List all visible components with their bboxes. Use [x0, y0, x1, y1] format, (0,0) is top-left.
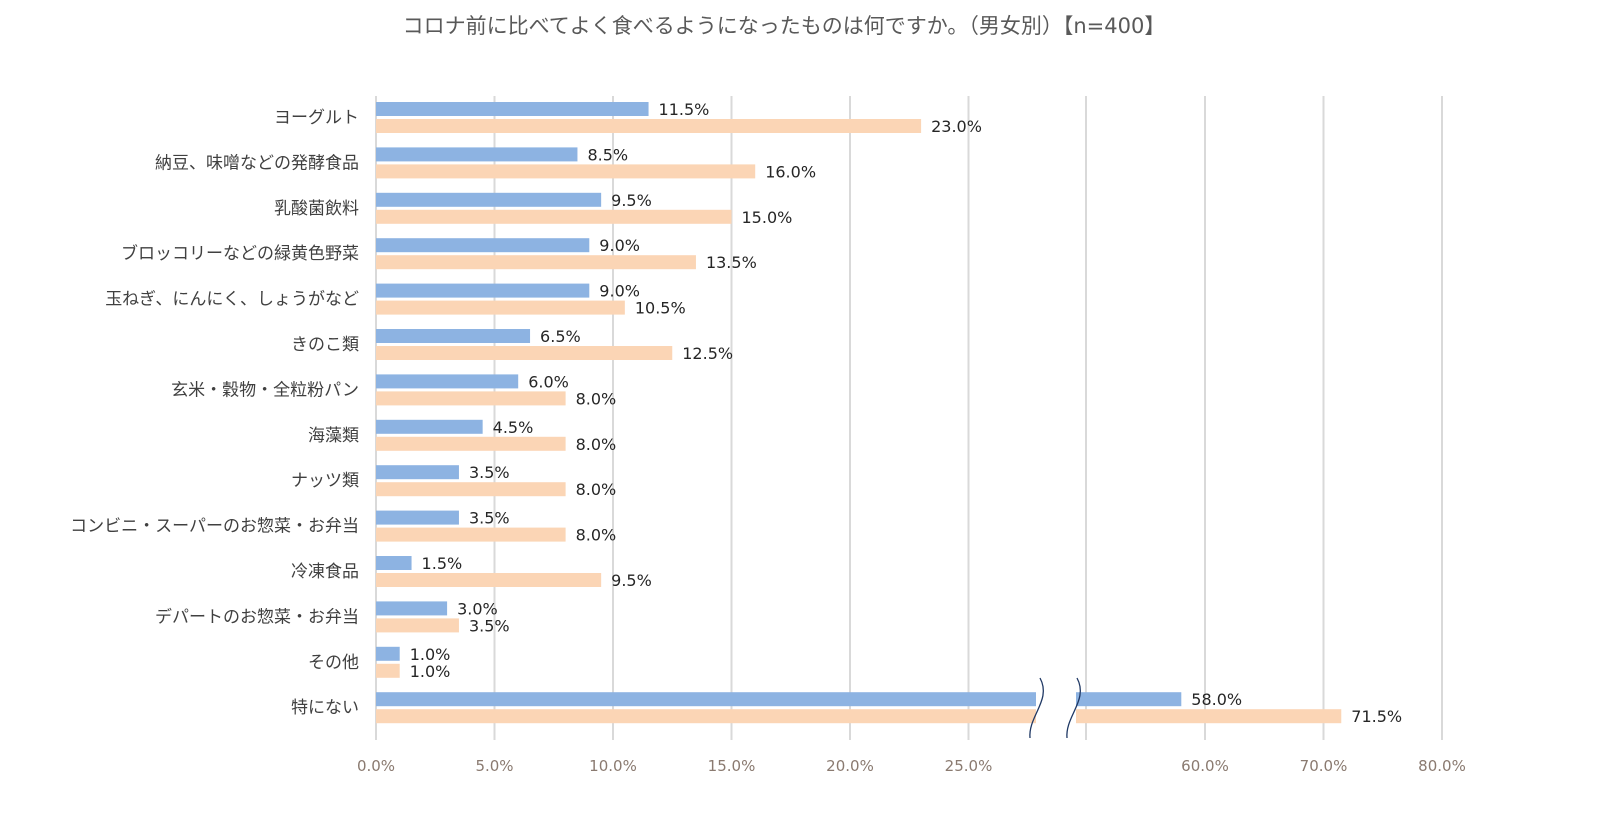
x-tick-label: 70.0% [1300, 757, 1348, 775]
value-label: 3.5% [469, 509, 510, 528]
value-label: 8.0% [576, 435, 617, 454]
bar-series-2 [376, 573, 602, 587]
chart-title: コロナ前に比べてよく食べるようになったものは何ですか。（男女別）【n=400】 [0, 10, 1618, 40]
value-label: 3.0% [457, 599, 498, 618]
value-label: 6.5% [540, 327, 581, 346]
bar-series-2 [376, 209, 732, 224]
value-label: 15.0% [742, 208, 793, 227]
value-label: 23.0% [931, 117, 982, 136]
category-label: ヨーグルト [274, 108, 359, 128]
value-label: 3.5% [469, 463, 510, 482]
category-label: コンビニ・スーパーのお惣菜・お弁当 [70, 517, 359, 537]
value-label: 3.5% [469, 616, 510, 635]
bar-series-1 [376, 419, 483, 434]
bar-series-1 [376, 601, 448, 616]
x-tick-label: 60.0% [1181, 757, 1229, 775]
value-label: 13.5% [706, 253, 757, 272]
value-label: 8.5% [587, 145, 628, 164]
bar-series-1 [376, 465, 459, 480]
bar-series-1 [376, 283, 590, 298]
bar-series-1 [376, 238, 590, 253]
x-tick-label: 80.0% [1418, 757, 1466, 775]
value-label: 10.5% [635, 299, 686, 318]
chart-title-text: コロナ前に比べてよく食べるようになったものは何ですか。（男女別）【n=400】 [402, 14, 1166, 38]
category-label: デパートのお惣菜・お弁当 [155, 606, 359, 627]
value-label: 58.0% [1191, 690, 1242, 709]
value-label: 9.5% [611, 571, 652, 590]
bar-series-2 [376, 119, 922, 133]
value-label: 8.0% [576, 480, 617, 499]
bar-series-1 [376, 510, 459, 525]
value-label: 1.5% [422, 554, 463, 573]
x-tick-label: 10.0% [589, 757, 637, 775]
x-tick-label: 20.0% [826, 757, 874, 775]
value-label: 1.0% [410, 662, 451, 681]
category-label: ナッツ類 [291, 471, 359, 491]
bar-series-1 [376, 692, 1182, 707]
axis-break-mark [1066, 677, 1081, 739]
bar-series-1 [376, 329, 531, 343]
bar-series-2 [376, 346, 673, 360]
value-label: 71.5% [1351, 707, 1402, 726]
category-label: 玉ねぎ、にんにく、しょうがなど [105, 290, 359, 310]
value-label: 11.5% [659, 100, 710, 119]
x-tick-label: 5.0% [475, 757, 513, 775]
category-label: 納豆、味噌などの発酵食品 [155, 153, 359, 173]
axis-break-gap [1036, 679, 1076, 740]
category-label: 海藻類 [308, 426, 359, 446]
value-label: 16.0% [765, 162, 816, 181]
x-tick-label: 15.0% [708, 757, 756, 775]
bar-series-2 [376, 391, 566, 406]
category-label: 特にない [291, 698, 359, 718]
category-label: 乳酸菌飲料 [274, 199, 359, 219]
bar-series-2 [376, 164, 756, 179]
bar-series-2 [376, 300, 625, 315]
bar-series-2 [376, 709, 1342, 724]
category-label: その他 [308, 653, 359, 673]
bar-series-1 [376, 192, 602, 207]
bar-series-1 [376, 556, 412, 570]
bar-series-1 [376, 646, 400, 661]
bar-series-2 [376, 663, 400, 678]
value-label: 4.5% [493, 418, 534, 437]
value-label: 12.5% [682, 344, 733, 363]
bar-series-2 [376, 482, 566, 497]
value-label: 8.0% [576, 389, 617, 408]
x-tick-label: 0.0% [357, 757, 395, 775]
value-label: 1.0% [410, 645, 451, 664]
bar-series-1 [376, 374, 519, 389]
category-label: きのこ類 [291, 335, 359, 355]
category-label: 冷凍食品 [291, 562, 359, 582]
category-label: ブロッコリーなどの緑黄色野菜 [121, 243, 359, 264]
axis-break-mark [1029, 677, 1044, 739]
x-tick-label: 25.0% [945, 757, 993, 775]
value-label: 9.0% [599, 282, 640, 301]
bar-series-2 [376, 527, 566, 542]
bar-series-1 [376, 147, 578, 162]
bar-series-2 [376, 255, 696, 270]
value-label: 6.0% [528, 372, 569, 391]
value-label: 8.0% [576, 526, 617, 545]
value-label: 9.0% [599, 236, 640, 255]
value-label: 9.5% [611, 191, 652, 210]
bar-series-1 [376, 102, 649, 116]
bar-series-2 [376, 436, 566, 451]
category-label: 玄米・穀物・全粒粉パン [171, 380, 359, 400]
bar-series-2 [376, 618, 459, 633]
